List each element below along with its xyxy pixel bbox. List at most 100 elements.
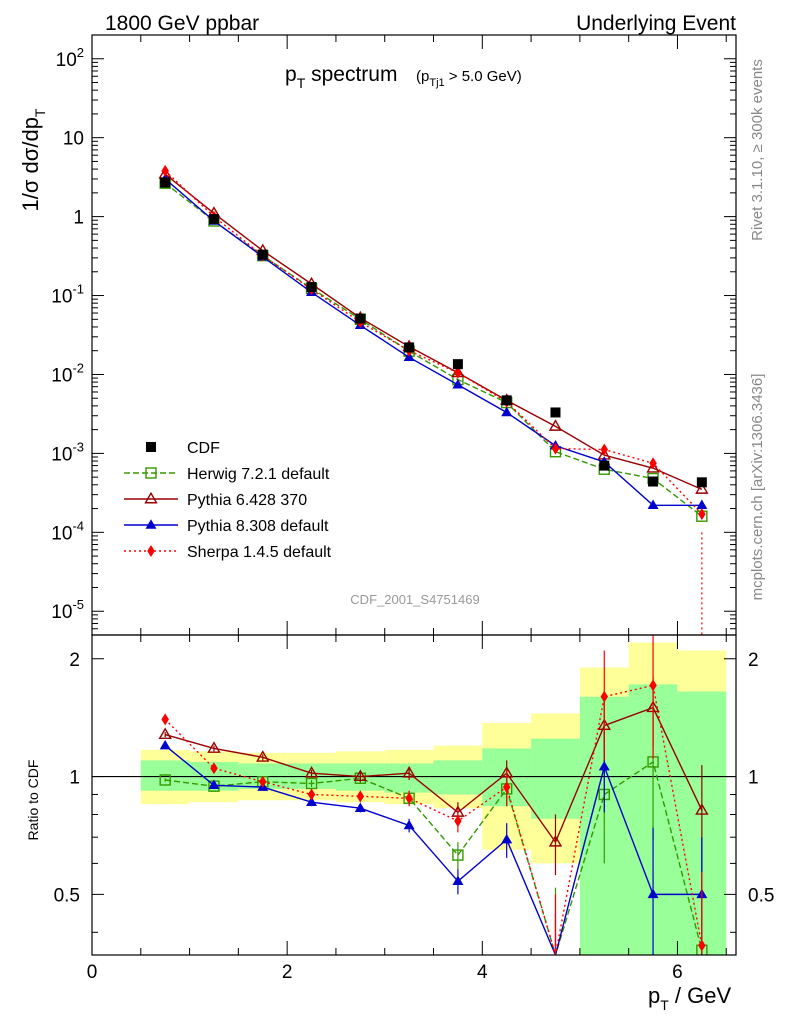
ratio-y-tick-label-right: 1 <box>748 768 759 789</box>
x-axis-label-rest: / GeV <box>669 983 732 1008</box>
ratio-point-series-3 <box>356 790 365 803</box>
main-point-series-3 <box>600 443 609 456</box>
tick-base: 10 <box>51 365 72 386</box>
ratio-panel-series <box>158 635 709 955</box>
ratio-point-series-1 <box>548 834 563 847</box>
ratio-point-series-2 <box>647 888 659 899</box>
legend-label: Pythia 6.428 370 <box>187 492 307 509</box>
ratio-y-tick-label: 0.5 <box>54 885 80 906</box>
main-point-series-2 <box>696 499 708 510</box>
ratio-point-series-1 <box>304 766 319 778</box>
ratio-frame <box>91 634 737 956</box>
legend: CDF Herwig 7.2.1 default Pythia 6.428 370 P… <box>124 440 332 561</box>
main-line-series-2 <box>164 178 702 506</box>
tick-base: 10 <box>51 523 72 544</box>
main-line-series-3 <box>164 170 703 515</box>
y-axis-label-sub: T <box>32 108 48 117</box>
cdf-data-point <box>306 282 317 293</box>
ratio-y-axis-label: Ratio to CDF <box>25 760 41 841</box>
main-y-tick-label: 102 <box>56 45 84 71</box>
main-line-series-1 <box>164 173 703 491</box>
cdf-data-point <box>550 407 561 418</box>
main-point-series-2 <box>501 406 513 417</box>
tick-base: 10 <box>51 602 72 623</box>
plot-title-rest: spectrum <box>305 63 397 86</box>
legend-marker <box>145 519 157 529</box>
ratio-y-tick-label-right: 0.5 <box>748 885 774 906</box>
rivet-label: Rivet 3.1.10, ≥ 300k events <box>749 59 766 241</box>
cdf-data-point <box>160 177 171 188</box>
tick-base: 10 <box>51 287 72 308</box>
ratio-point-series-2 <box>403 819 415 830</box>
tick-exponent: -5 <box>72 597 84 612</box>
cdf-data-point <box>208 214 219 225</box>
legend-label: Pythia 8.308 default <box>187 518 329 535</box>
tick-exponent: -4 <box>72 518 84 533</box>
cdf-data-point <box>404 342 415 353</box>
mcplots-label: mcplots.cern.ch [arXiv:1306.3436] <box>749 374 766 601</box>
ratio-point-series-3 <box>259 775 267 788</box>
cdf-data-point <box>696 477 707 488</box>
main-y-tick-label: 1 <box>73 208 84 229</box>
main-y-tick-label: 10 <box>63 129 84 150</box>
ratio-point-series-3 <box>600 690 609 703</box>
ratio-point-series-2 <box>208 779 220 790</box>
legend-label: Sherpa 1.4.5 default <box>187 544 332 561</box>
main-y-tick-label: 10-2 <box>51 360 84 386</box>
main-point-series-1 <box>695 482 709 494</box>
ratio-point-series-2 <box>452 875 464 886</box>
cdf-data-point <box>648 476 659 487</box>
plot-title-cut: (pTj1 > 5.0 GeV) <box>416 68 522 89</box>
legend-marker <box>147 545 155 557</box>
cdf-data-point <box>355 313 366 324</box>
header-right: Underlying Event <box>576 12 736 35</box>
main-y-tick-label: 10-4 <box>51 518 84 544</box>
main-panel-series <box>158 164 709 635</box>
x-axis-label-sub: T <box>660 997 669 1013</box>
ratio-point-series-3 <box>502 781 511 794</box>
x-tick-label: 0 <box>87 962 98 983</box>
legend-label: Herwig 7.2.1 default <box>187 466 330 483</box>
ratio-point-series-0 <box>159 774 171 786</box>
ratio-line-series-2 <box>164 745 702 955</box>
ratio-point-series-0 <box>452 849 464 861</box>
main-point-series-2 <box>452 379 464 389</box>
ratio-line-series-3 <box>164 684 703 955</box>
ratio-y-tick-label: 1 <box>69 768 80 789</box>
cut-sub: Tj1 <box>429 77 444 89</box>
main-point-series-1 <box>646 461 660 473</box>
ratio-point-series-3 <box>454 814 462 827</box>
x-axis-label: pT / GeV <box>648 983 731 1013</box>
cdf-data-point <box>452 359 463 370</box>
ratio-point-series-1 <box>207 741 221 753</box>
tick-exponent: -1 <box>72 282 84 297</box>
y-axis-label: 1/σ dσ/dpT <box>18 108 48 211</box>
main-point-series-3 <box>454 366 462 379</box>
legend-marker <box>146 442 156 452</box>
ratio-point-series-2 <box>159 739 171 750</box>
ratio-point-series-1 <box>695 803 709 815</box>
ratio-point-series-3 <box>161 713 169 726</box>
cdf-data-point <box>599 460 610 471</box>
ratio-point-series-3 <box>698 939 706 952</box>
plot-title-sub: T <box>297 75 306 91</box>
cut-rest: > 5.0 GeV) <box>445 68 522 85</box>
ratio-y-tick-label-right: 2 <box>748 650 759 671</box>
tick-exponent: -2 <box>72 360 84 375</box>
ratio-point-series-1 <box>402 766 416 778</box>
ratio-point-series-1 <box>256 750 270 762</box>
main-y-tick-label: 10-5 <box>51 597 84 623</box>
main-point-series-3 <box>551 442 560 455</box>
plot-title-p: p <box>285 63 297 86</box>
ratio-point-series-3 <box>307 788 316 801</box>
x-tick-label: 4 <box>477 962 488 983</box>
green-band-bin <box>433 760 483 795</box>
ratio-point-series-2 <box>354 802 366 812</box>
main-point-series-2 <box>647 499 659 510</box>
ratio-point-series-2 <box>598 760 610 771</box>
x-axis-label-main: p <box>648 983 660 1008</box>
tick-base: 10 <box>51 444 72 465</box>
ratio-point-series-3 <box>405 792 413 805</box>
